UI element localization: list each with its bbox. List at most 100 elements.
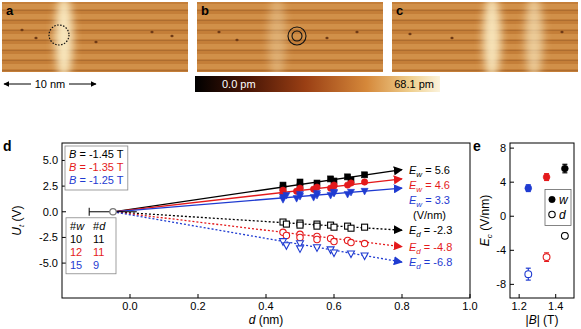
colorbar-label: 68.1 pm [394,78,434,90]
table-cell: 12 [70,246,82,258]
x-tick [555,294,556,298]
fit-arrow [113,179,402,212]
scale-bar-label: 10 nm [35,78,66,90]
error-cap [562,172,567,173]
table-cell: 11 [93,233,104,245]
y-tick [510,250,514,251]
data-point [297,185,303,191]
label-part: (V/nm) [478,195,492,234]
terrace-edge [2,50,188,51]
data-point [361,253,368,260]
y-tick [62,263,66,264]
legend-entry: B = -1.35 T [69,161,124,173]
legend-entry: w [559,193,569,207]
label-part: = -1.35 T [76,161,123,173]
defect [94,41,97,44]
origin-point [110,209,116,215]
label-part: B [529,313,537,327]
label-part: = -1.25 T [76,174,123,186]
plot-area [89,170,402,262]
x-tick-label: 1.2 [511,300,526,312]
terrace-row [197,14,383,19]
data-point [362,172,368,178]
bright-feature [55,2,73,72]
fit-arrow [113,212,402,247]
terrace-edge [197,60,383,61]
x-tick-label: 1.4 [548,300,563,312]
y-tick-label: 5.0 [43,154,58,166]
terrace-row [2,14,188,19]
legend-box [545,190,571,226]
label-part: = 3.3 [422,194,450,206]
error-cap [526,268,531,269]
x-tick-label: 0.4 [258,300,273,312]
y-tick [510,148,514,149]
fit-arrow [113,188,402,212]
table-header: #d [93,220,106,232]
label-part: B [69,148,76,160]
label-part: | (T) [537,313,559,327]
error-cap [526,280,531,281]
table-header: #w [70,220,85,232]
terrace-row [2,44,188,49]
terrace-row [197,54,383,59]
y-tick [510,284,514,285]
y-tick [510,182,514,183]
y-tick-label: 8 [500,142,506,154]
x-axis-title: d (nm) [249,313,284,327]
fit-arrow [113,212,402,262]
legend-entry: d [559,208,566,222]
terrace-row [2,4,188,9]
x-tick [198,294,199,298]
table-cell: 15 [70,259,82,271]
data-point [361,240,367,246]
x-tick-label: 0.8 [394,300,409,312]
fit-label: Ed = -6.8 [409,256,452,271]
terrace-row [2,64,188,69]
x-tick [519,294,520,298]
legend-box [65,146,128,190]
terrace-row [197,34,383,39]
x-tick [130,294,131,298]
terrace-edge [2,20,188,21]
data-point [297,246,304,253]
panel-letter: e [473,138,481,154]
legend-entry: B = -1.45 T [69,148,124,160]
y-axis-title: Ec (V/nm) [478,195,494,246]
image-ground [2,2,188,72]
figure: abc10 nm0.0 pm68.1 pmd0.00.20.40.60.81.0… [0,0,581,329]
fit-label: Ed = -4.8 [409,241,452,256]
scale-bar [69,84,96,85]
bright-feature [525,2,543,72]
label-part: w [76,220,85,232]
terrace-row [197,44,383,49]
panel-letter: b [201,3,209,18]
label-part: = 5.6 [422,164,450,176]
x-tick-label: 0.6 [326,300,341,312]
terrace-row [392,64,578,69]
error-cap [562,164,567,165]
data-point [314,245,321,252]
colorbar-label: 0.0 pm [222,78,256,90]
terrace-row [2,24,188,29]
fit-label: Ew = 3.3 [409,194,450,209]
colorbar [195,76,440,92]
defect [20,29,23,32]
terrace-edge [197,70,383,71]
terrace-edge [197,20,383,21]
data-point [331,183,337,189]
label-part: = -2.3 [421,224,453,236]
data-point [314,223,320,229]
y-tick-label: -2.5 [39,231,58,243]
table-cell: 9 [93,259,99,271]
defect [450,37,453,40]
terrace-row [392,4,578,9]
terrace-row [2,54,188,59]
data-point [314,236,320,242]
defect [217,31,220,34]
data-point [348,225,354,231]
data-point [543,174,550,181]
defect [355,31,358,34]
data-point [348,180,354,186]
y-tick [62,211,66,212]
